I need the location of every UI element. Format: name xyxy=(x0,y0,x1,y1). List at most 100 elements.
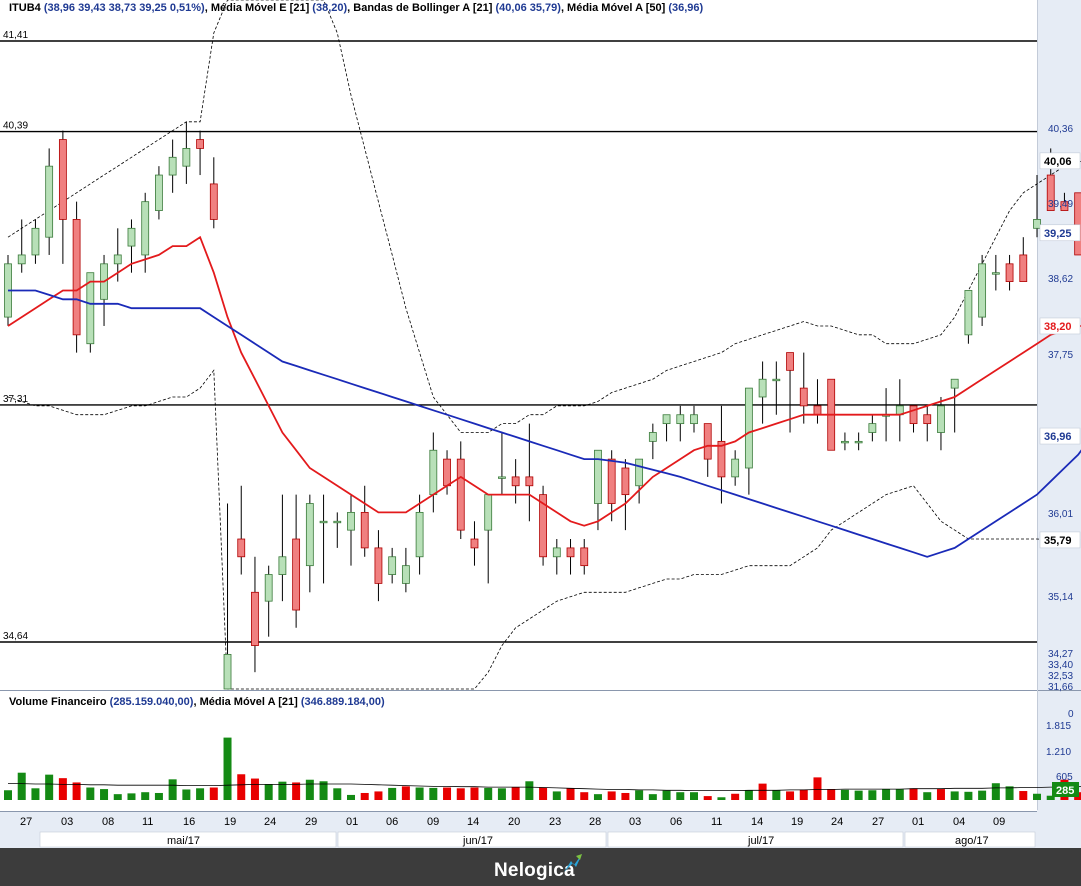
volume-bar xyxy=(511,787,520,800)
volume-bar xyxy=(250,778,259,800)
volume-bar xyxy=(799,789,808,800)
candle-body xyxy=(168,156,177,176)
volume-bar xyxy=(882,789,891,800)
time-tick-label: 11 xyxy=(142,816,153,828)
candle-body xyxy=(498,476,506,479)
time-tick-label: 24 xyxy=(264,816,276,828)
candle-body xyxy=(744,387,753,469)
candle-body xyxy=(347,511,355,531)
volume-bar xyxy=(196,788,205,800)
candle-body xyxy=(251,591,259,646)
volume-bar xyxy=(621,792,630,800)
ema21-line xyxy=(7,235,1081,527)
candle-body xyxy=(717,440,726,478)
candle-body xyxy=(539,494,547,558)
value-tag-box xyxy=(1039,317,1081,335)
month-label: jul/17 xyxy=(747,835,774,847)
time-tick-label: 27 xyxy=(872,816,884,828)
volume-bar xyxy=(909,788,918,800)
volume-bar xyxy=(923,792,932,800)
volume-bar xyxy=(978,790,987,800)
candle-body xyxy=(388,556,397,575)
volume-bars xyxy=(4,737,1081,800)
time-tick-label: 16 xyxy=(183,816,195,828)
volume-ma-label: , Média Móvel A [21] xyxy=(193,696,298,708)
volume-bar xyxy=(731,793,740,800)
volume-label: Volume Financeiro xyxy=(9,696,107,708)
volume-bar xyxy=(772,790,781,800)
candle-body xyxy=(991,272,1000,275)
candle-body xyxy=(223,654,232,690)
bb-value: (40,06 35,79) xyxy=(495,2,561,14)
time-tick-label: 04 xyxy=(953,816,965,828)
volume-bar xyxy=(209,787,218,800)
volume-bar xyxy=(305,779,314,800)
volume-bar xyxy=(86,787,95,800)
volume-bar xyxy=(100,789,109,800)
price-tick-label: 35,14 xyxy=(1048,592,1073,603)
value-tag-label: 39,25 xyxy=(1044,228,1072,240)
horizontal-lines: 41,41 40,39 37,31 34,64 xyxy=(0,30,1037,643)
time-tick-label: 14 xyxy=(467,816,479,828)
volume-tick-label: 1.815 xyxy=(1046,721,1071,732)
hline-label: 40,39 xyxy=(3,121,28,132)
value-tag-label: 40,06 xyxy=(1044,156,1072,168)
candle-body xyxy=(374,547,383,584)
price-plot-area xyxy=(0,0,1037,690)
volume-bar xyxy=(31,788,40,800)
candle-body xyxy=(319,520,328,524)
volume-bar xyxy=(456,788,465,800)
volume-bar xyxy=(1033,793,1041,800)
value-tag-box xyxy=(1039,531,1081,549)
candle-body xyxy=(621,467,630,496)
time-tick-label: 03 xyxy=(629,816,641,828)
candle-body xyxy=(854,440,863,444)
volume-bar xyxy=(895,789,904,800)
time-tick-label: 27 xyxy=(20,816,32,828)
time-tick-label: 11 xyxy=(711,816,722,828)
volume-bar xyxy=(580,792,589,800)
time-tick-label: 23 xyxy=(549,816,561,828)
volume-bar xyxy=(648,794,657,800)
candle-body xyxy=(1019,254,1028,282)
candle-body xyxy=(196,139,204,149)
time-tick-label: 03 xyxy=(61,816,73,828)
volume-tick-label: 605 xyxy=(1056,772,1073,783)
volume-bar xyxy=(319,781,328,800)
candle-body xyxy=(868,423,877,433)
volume-bar xyxy=(758,783,767,800)
candle-body xyxy=(662,414,671,425)
bollinger-lower-line xyxy=(7,369,1081,690)
volume-panel-header: Volume Financeiro (285.159.040,00), Médi… xyxy=(9,696,385,708)
volume-bar xyxy=(141,792,150,800)
symbol: ITUB4 xyxy=(9,2,41,14)
volume-bar xyxy=(1005,786,1014,800)
candle-body xyxy=(415,511,424,558)
price-tick-label: 34,27 xyxy=(1048,649,1073,660)
volume-bar xyxy=(484,787,493,800)
candle-body xyxy=(141,201,150,256)
volume-value: (285.159.040,00) xyxy=(109,696,194,708)
right-axis-panel xyxy=(1037,0,1081,848)
candle-body xyxy=(401,565,410,584)
volume-bar xyxy=(813,777,822,800)
candle-body xyxy=(429,449,438,496)
candle-body xyxy=(937,405,945,433)
volume-bar xyxy=(154,792,163,800)
candle-body xyxy=(978,263,987,318)
volume-bar xyxy=(827,789,836,800)
volume-tag-box xyxy=(1052,782,1079,797)
candle-body xyxy=(456,458,465,531)
candle-body xyxy=(690,414,698,425)
candle-body xyxy=(209,183,218,220)
bb-label: , Bandas de Bollinger A [21] xyxy=(347,2,493,14)
volume-bar xyxy=(607,791,616,800)
time-tick-label: 19 xyxy=(224,816,236,828)
volume-bar xyxy=(936,789,945,800)
volume-bar xyxy=(127,793,136,800)
price-panel-header: ITUB4 (38,96 39,43 38,73 39,25 0,51%), M… xyxy=(9,2,703,14)
candle-body xyxy=(566,547,575,558)
candle-body xyxy=(758,378,767,398)
brand-mark-icon xyxy=(564,854,582,872)
time-tick-label: 08 xyxy=(102,816,114,828)
